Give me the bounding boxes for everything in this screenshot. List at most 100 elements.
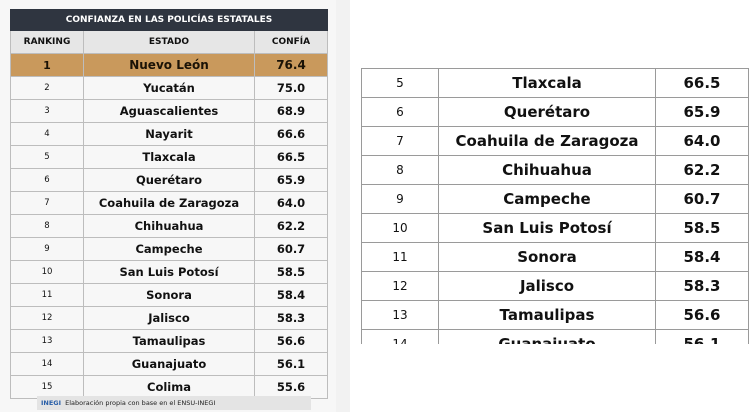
zoom-state-cell: Campeche bbox=[438, 184, 656, 214]
ranking-rank-cell: 14 bbox=[10, 352, 84, 376]
ranking-rank-cell: 2 bbox=[10, 76, 84, 100]
ranking-rank-cell: 11 bbox=[10, 283, 84, 307]
zoomed-table-body: 5 Tlaxcala 66.5 6 Querétaro 65.9 7 Coahuila de … bbox=[361, 68, 749, 344]
zoom-rank-cell: 10 bbox=[361, 213, 439, 243]
ranking-rank-cell: 6 bbox=[10, 168, 84, 192]
ranking-value-cell: 55.6 bbox=[254, 375, 328, 399]
zoom-rank-cell: 13 bbox=[361, 300, 439, 330]
zoom-row: 5 Tlaxcala 66.5 bbox=[361, 68, 749, 98]
zoom-state-cell: Sonora bbox=[438, 242, 656, 272]
zoom-value-cell: 58.3 bbox=[655, 271, 749, 301]
zoom-value-cell: 64.0 bbox=[655, 126, 749, 156]
zoom-rank-cell: 7 bbox=[361, 126, 439, 156]
ranking-row: 13 Tamaulipas 56.6 bbox=[10, 329, 328, 353]
ranking-value-cell: 66.6 bbox=[254, 122, 328, 146]
zoomed-table: 5 Tlaxcala 66.5 6 Querétaro 65.9 7 Coahuila de … bbox=[361, 68, 749, 344]
zoom-value-cell: 66.5 bbox=[655, 68, 749, 98]
ranking-value-cell: 64.0 bbox=[254, 191, 328, 215]
ranking-value-cell: 58.4 bbox=[254, 283, 328, 307]
ranking-rank-cell: 12 bbox=[10, 306, 84, 330]
header-ranking: RANKING bbox=[10, 30, 84, 54]
ranking-value-cell: 66.5 bbox=[254, 145, 328, 169]
ranking-row: 6 Querétaro 65.9 bbox=[10, 168, 328, 192]
ranking-state-cell: Aguascalientes bbox=[83, 99, 255, 123]
ranking-state-cell: Yucatán bbox=[83, 76, 255, 100]
zoom-row: 8 Chihuahua 62.2 bbox=[361, 155, 749, 185]
ranking-state-cell: Nayarit bbox=[83, 122, 255, 146]
ranking-value-cell: 56.1 bbox=[254, 352, 328, 376]
ranking-state-cell: Coahuila de Zaragoza bbox=[83, 191, 255, 215]
zoom-state-cell: San Luis Potosí bbox=[438, 213, 656, 243]
ranking-row: 15 Colima 55.6 bbox=[10, 375, 328, 399]
zoom-value-cell: 58.5 bbox=[655, 213, 749, 243]
zoom-rank-cell: 14 bbox=[361, 329, 439, 344]
ranking-rank-cell: 13 bbox=[10, 329, 84, 353]
zoom-state-cell: Chihuahua bbox=[438, 155, 656, 185]
ranking-panel: CONFIANZA EN LAS POLICÍAS ESTATALES RANK… bbox=[0, 0, 336, 412]
ranking-value-cell: 56.6 bbox=[254, 329, 328, 353]
ranking-rank-cell: 4 bbox=[10, 122, 84, 146]
ranking-row: 9 Campeche 60.7 bbox=[10, 237, 328, 261]
zoom-value-cell: 60.7 bbox=[655, 184, 749, 214]
zoom-rank-cell: 8 bbox=[361, 155, 439, 185]
ranking-rank-cell: 3 bbox=[10, 99, 84, 123]
ranking-state-cell: Campeche bbox=[83, 237, 255, 261]
zoom-value-cell: 62.2 bbox=[655, 155, 749, 185]
ranking-rank-cell: 1 bbox=[10, 53, 84, 77]
ranking-state-cell: Jalisco bbox=[83, 306, 255, 330]
zoom-state-cell: Coahuila de Zaragoza bbox=[438, 126, 656, 156]
source-text: Elaboración propia con base en el ENSU-I… bbox=[65, 399, 216, 407]
ranking-row: 2 Yucatán 75.0 bbox=[10, 76, 328, 100]
ranking-row: 14 Guanajuato 56.1 bbox=[10, 352, 328, 376]
ranking-value-cell: 58.3 bbox=[254, 306, 328, 330]
ranking-state-cell: Sonora bbox=[83, 283, 255, 307]
zoom-row: 7 Coahuila de Zaragoza 64.0 bbox=[361, 126, 749, 156]
ranking-state-cell: San Luis Potosí bbox=[83, 260, 255, 284]
zoom-row: 13 Tamaulipas 56.6 bbox=[361, 300, 749, 330]
zoom-value-cell: 56.1 bbox=[655, 329, 749, 344]
ranking-row: 11 Sonora 58.4 bbox=[10, 283, 328, 307]
ranking-state-cell: Querétaro bbox=[83, 168, 255, 192]
table-header-row: RANKING ESTADO CONFÍA bbox=[10, 30, 328, 54]
ranking-table: CONFIANZA EN LAS POLICÍAS ESTATALES RANK… bbox=[10, 9, 328, 399]
ranking-row: 5 Tlaxcala 66.5 bbox=[10, 145, 328, 169]
ranking-rank-cell: 10 bbox=[10, 260, 84, 284]
ranking-row: 8 Chihuahua 62.2 bbox=[10, 214, 328, 238]
zoom-rank-cell: 12 bbox=[361, 271, 439, 301]
ranking-state-cell: Nuevo León bbox=[83, 53, 255, 77]
zoom-rank-cell: 11 bbox=[361, 242, 439, 272]
table-title-row: CONFIANZA EN LAS POLICÍAS ESTATALES bbox=[10, 9, 328, 31]
zoom-state-cell: Tlaxcala bbox=[438, 68, 656, 98]
ranking-row: 3 Aguascalientes 68.9 bbox=[10, 99, 328, 123]
ranking-value-cell: 68.9 bbox=[254, 99, 328, 123]
zoom-state-cell: Jalisco bbox=[438, 271, 656, 301]
zoom-state-cell: Querétaro bbox=[438, 97, 656, 127]
ranking-value-cell: 65.9 bbox=[254, 168, 328, 192]
zoom-value-cell: 58.4 bbox=[655, 242, 749, 272]
ranking-value-cell: 76.4 bbox=[254, 53, 328, 77]
zoom-state-cell: Tamaulipas bbox=[438, 300, 656, 330]
ranking-rank-cell: 9 bbox=[10, 237, 84, 261]
source-note: INEGI Elaboración propia con base en el … bbox=[37, 396, 311, 410]
ranking-state-cell: Tamaulipas bbox=[83, 329, 255, 353]
ranking-state-cell: Chihuahua bbox=[83, 214, 255, 238]
inegi-logo: INEGI bbox=[41, 399, 62, 407]
zoom-row: 11 Sonora 58.4 bbox=[361, 242, 749, 272]
zoom-value-cell: 65.9 bbox=[655, 97, 749, 127]
zoom-row: 10 San Luis Potosí 58.5 bbox=[361, 213, 749, 243]
zoomed-table-crop: 5 Tlaxcala 66.5 6 Querétaro 65.9 7 Coahuila de … bbox=[361, 68, 749, 344]
zoom-rank-cell: 6 bbox=[361, 97, 439, 127]
ranking-rank-cell: 8 bbox=[10, 214, 84, 238]
ranking-state-cell: Guanajuato bbox=[83, 352, 255, 376]
zoom-row: 6 Querétaro 65.9 bbox=[361, 97, 749, 127]
zoom-rank-cell: 9 bbox=[361, 184, 439, 214]
ranking-value-cell: 75.0 bbox=[254, 76, 328, 100]
zoom-state-cell: Guanajuato bbox=[438, 329, 656, 344]
ranking-value-cell: 60.7 bbox=[254, 237, 328, 261]
zoom-row: 9 Campeche 60.7 bbox=[361, 184, 749, 214]
zoomed-panel: 5 Tlaxcala 66.5 6 Querétaro 65.9 7 Coahuila de … bbox=[350, 0, 750, 412]
ranking-value-cell: 58.5 bbox=[254, 260, 328, 284]
zoom-value-cell: 56.6 bbox=[655, 300, 749, 330]
ranking-value-cell: 62.2 bbox=[254, 214, 328, 238]
ranking-row: 12 Jalisco 58.3 bbox=[10, 306, 328, 330]
